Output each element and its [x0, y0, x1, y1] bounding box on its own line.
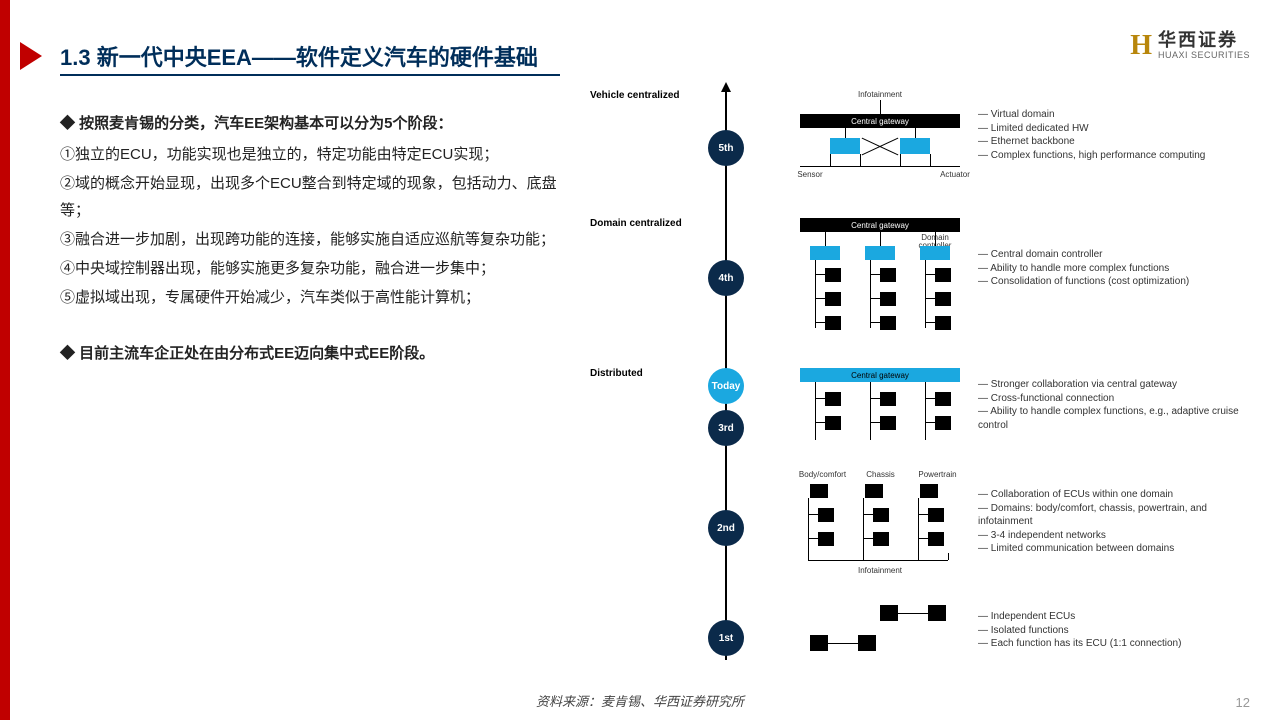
stage2-feat: Collaboration of ECUs within one domain …	[978, 488, 1248, 556]
today-circle: Today	[708, 368, 744, 404]
cat-dist: Distributed	[590, 368, 700, 379]
stage1-circle: 1st	[708, 620, 744, 656]
stage2-circle: 2nd	[708, 510, 744, 546]
stage3-circle: 3rd	[708, 410, 744, 446]
text-p2: ②域的概念开始显现，出现多个ECU整合到特定域的现象，包括动力、底盘等；	[60, 170, 560, 224]
diagram: Vehicle centralized Domain centralized D…	[590, 90, 1260, 670]
text-p3: ③融合进一步加剧，出现跨功能的连接，能够实施自适应巡航等复杂功能；	[60, 226, 560, 253]
logo: H 华西证券 HUAXI SECURITIES	[1130, 30, 1250, 62]
stage1-mini	[790, 605, 970, 660]
left-red-bar	[0, 0, 10, 720]
stage3-mini: Central gateway	[790, 368, 970, 448]
logo-en: HUAXI SECURITIES	[1158, 51, 1250, 61]
stage5-mini: Infotainment Central gateway Sensor Actu…	[790, 90, 970, 190]
title-underline	[60, 74, 560, 76]
slide-title: 1.3 新一代中央EEA——软件定义汽车的硬件基础	[60, 40, 538, 72]
text-header: 按照麦肯锡的分类，汽车EE架构基本可以分为5个阶段：	[60, 110, 560, 137]
text-p4: ④中央域控制器出现，能够实施更多复杂功能，融合进一步集中；	[60, 255, 560, 282]
stage4-feat: Central domain controller Ability to han…	[978, 248, 1248, 289]
logo-cn: 华西证券	[1158, 31, 1250, 51]
stage5-feat: Virtual domain Limited dedicated HW Ethe…	[978, 108, 1248, 162]
page-number: 12	[1236, 695, 1250, 710]
stage4-circle: 4th	[708, 260, 744, 296]
stage3-feat: Stronger collaboration via central gatew…	[978, 378, 1248, 432]
text-footer: 目前主流车企正处在由分布式EE迈向集中式EE阶段。	[60, 340, 560, 367]
stage1-feat: Independent ECUs Isolated functions Each…	[978, 610, 1248, 651]
cat-vehicle: Vehicle centralized	[590, 90, 700, 101]
title-row: 1.3 新一代中央EEA——软件定义汽车的硬件基础	[20, 40, 538, 72]
text-p5: ⑤虚拟域出现，专属硬件开始减少，汽车类似于高性能计算机；	[60, 284, 560, 311]
stage5-circle: 5th	[708, 130, 744, 166]
source: 资料来源：麦肯锡、华西证券研究所	[0, 691, 1280, 710]
text-block: 按照麦肯锡的分类，汽车EE架构基本可以分为5个阶段： ①独立的ECU，功能实现也…	[60, 110, 560, 371]
text-p1: ①独立的ECU，功能实现也是独立的，特定功能由特定ECU实现；	[60, 141, 560, 168]
arrow-icon	[20, 42, 42, 70]
logo-mark: H	[1130, 30, 1152, 62]
cat-domain: Domain centralized	[590, 218, 700, 229]
stage2-mini: Body/comfort Chassis Powertrain Infotain…	[790, 470, 970, 585]
stage4-mini: Central gateway Domain controller	[790, 218, 970, 338]
